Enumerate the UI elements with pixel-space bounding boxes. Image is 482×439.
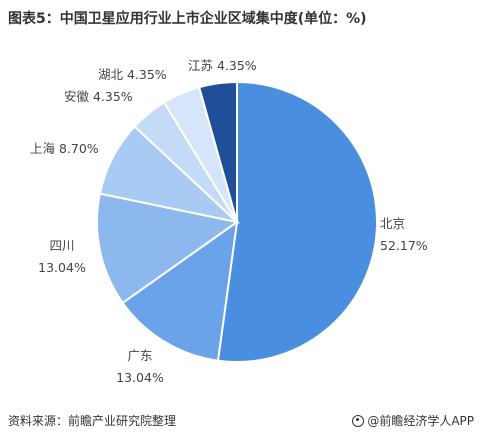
- slice-label-name: 广东: [127, 348, 152, 363]
- brand-credit: @前瞻经济学人APP: [352, 412, 474, 429]
- slice-label-name: 四川: [49, 238, 74, 253]
- chart-title: 图表5：中国卫星应用行业上市企业区域集中度(单位：%): [8, 11, 367, 27]
- source-note: 资料来源：前瞻产业研究院整理: [8, 414, 177, 428]
- slice-label: 上海 8.70%: [30, 141, 99, 156]
- pie-slice-7: [197, 80, 238, 223]
- pie-slice-3: [96, 192, 240, 305]
- slice-label-value: 13.04%: [116, 370, 164, 385]
- brand-label: @前瞻经济学人APP: [367, 414, 474, 428]
- slice-label: 安徽 4.35%: [64, 89, 133, 104]
- slice-label: 湖北 4.35%: [98, 67, 167, 82]
- slice-label: 江苏 4.35%: [188, 58, 257, 73]
- pie-slice-2: [121, 219, 239, 362]
- slice-label-value: 13.04%: [38, 260, 86, 275]
- pie-slice-1: [216, 80, 378, 363]
- slice-label-value: 52.17%: [380, 238, 428, 253]
- brand-logo-icon: [352, 415, 365, 427]
- slice-label-name: 北京: [380, 216, 405, 231]
